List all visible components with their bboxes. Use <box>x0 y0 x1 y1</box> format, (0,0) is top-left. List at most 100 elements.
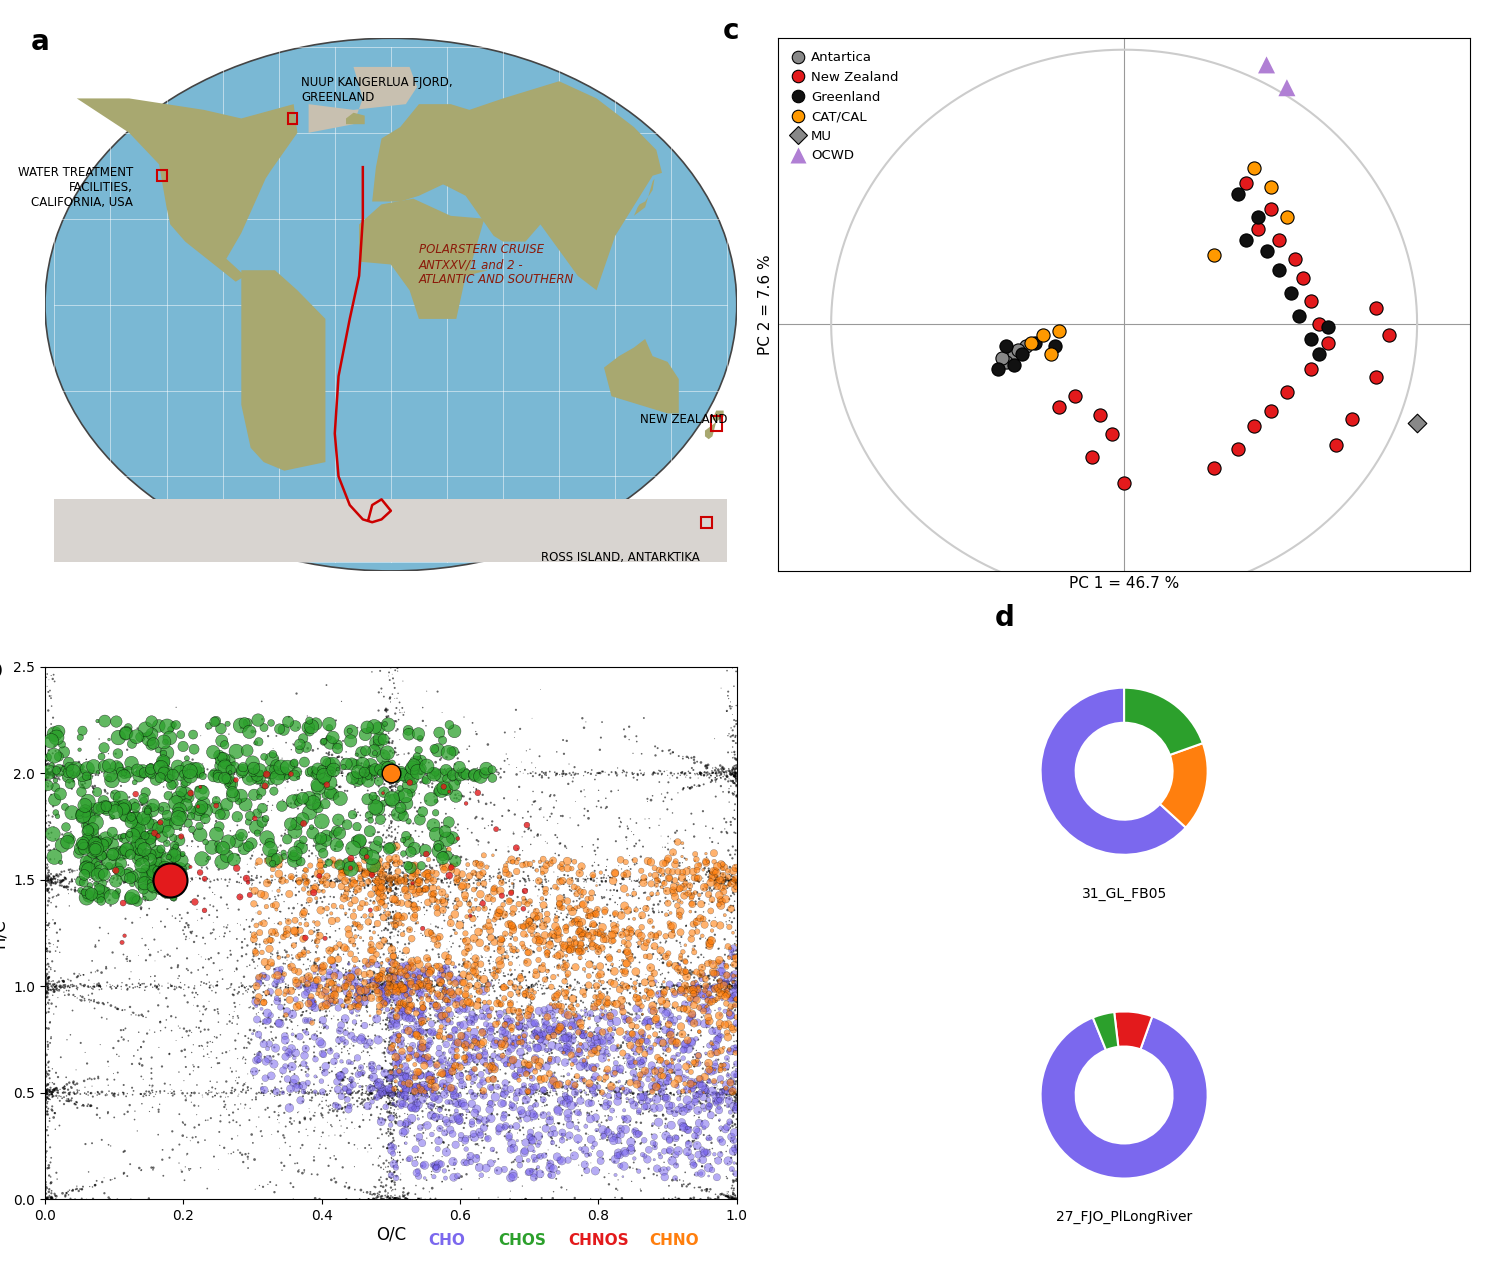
Point <box>195 998 219 1018</box>
Point <box>566 869 590 889</box>
Point <box>62 771 86 791</box>
Point <box>396 1000 420 1021</box>
Point <box>330 977 354 998</box>
Point <box>358 1082 382 1102</box>
Point <box>380 880 404 901</box>
Point <box>478 1021 502 1041</box>
Point <box>291 1082 315 1102</box>
Point <box>378 879 402 900</box>
Point <box>580 997 604 1017</box>
Point <box>684 870 708 891</box>
Point <box>74 801 98 822</box>
Point <box>438 869 462 889</box>
Point <box>248 1060 272 1081</box>
Point <box>282 920 306 940</box>
Point <box>381 947 405 967</box>
Point <box>267 1102 291 1123</box>
Point <box>45 1187 69 1207</box>
Point <box>588 740 612 760</box>
Point <box>120 891 144 911</box>
Point <box>645 1003 669 1023</box>
Point <box>456 763 480 783</box>
Point <box>526 1109 550 1129</box>
Point <box>334 995 358 1016</box>
Point <box>274 942 298 962</box>
Point <box>350 985 374 1005</box>
Point <box>352 850 376 870</box>
Point <box>392 921 416 942</box>
Point <box>546 1101 570 1122</box>
Point <box>405 801 429 822</box>
Point <box>555 954 579 975</box>
Point <box>346 1116 370 1137</box>
Point <box>231 984 255 1004</box>
Point <box>532 1081 556 1101</box>
Point <box>711 782 735 803</box>
Point <box>562 1067 586 1087</box>
Point <box>405 1090 429 1110</box>
Point <box>338 1085 362 1105</box>
Point <box>380 1185 404 1206</box>
Point <box>724 713 748 734</box>
Point <box>422 763 446 783</box>
Point <box>705 866 729 887</box>
Point <box>546 946 570 966</box>
Point <box>72 882 96 902</box>
Point <box>267 990 291 1011</box>
Point <box>380 776 404 796</box>
Point <box>246 823 270 843</box>
Point <box>194 1082 217 1102</box>
Point <box>680 965 703 985</box>
Point <box>96 783 120 804</box>
Point <box>1316 318 1340 338</box>
Point <box>648 998 672 1018</box>
Point <box>320 911 344 931</box>
Point <box>339 860 363 880</box>
Point <box>700 954 724 975</box>
Point <box>429 968 453 989</box>
Point <box>634 1031 658 1051</box>
Point <box>464 979 488 999</box>
Point <box>720 1044 744 1064</box>
Point <box>462 1124 486 1145</box>
Point <box>464 767 488 787</box>
Point <box>354 888 378 909</box>
Point <box>426 868 450 888</box>
Point <box>525 1027 549 1048</box>
Point <box>370 826 394 846</box>
Point <box>496 949 520 970</box>
Point <box>490 944 514 965</box>
Point <box>380 1108 404 1128</box>
Point <box>34 847 58 868</box>
Point <box>272 1125 296 1146</box>
Point <box>352 988 376 1008</box>
Point <box>369 1187 393 1207</box>
Point <box>504 852 528 873</box>
Point <box>346 943 370 963</box>
Point <box>38 914 62 934</box>
Point <box>358 755 382 776</box>
Point <box>668 878 692 898</box>
Point <box>680 1062 703 1082</box>
Point <box>134 935 158 956</box>
Point <box>644 1025 668 1045</box>
Point <box>426 681 450 702</box>
Point <box>656 1142 680 1162</box>
Point <box>411 960 435 980</box>
Point <box>80 962 104 983</box>
Point <box>249 914 273 934</box>
Point <box>362 949 386 970</box>
Point <box>394 1018 418 1039</box>
Point <box>417 970 441 990</box>
Point <box>276 1083 300 1104</box>
Point <box>38 764 62 785</box>
Point <box>486 1045 510 1065</box>
Point <box>286 882 310 902</box>
Point <box>717 870 741 891</box>
Point <box>549 898 573 919</box>
Point <box>427 968 451 989</box>
Point <box>628 1068 652 1088</box>
Point <box>405 1162 429 1183</box>
Point <box>34 988 58 1008</box>
Point <box>711 757 735 777</box>
